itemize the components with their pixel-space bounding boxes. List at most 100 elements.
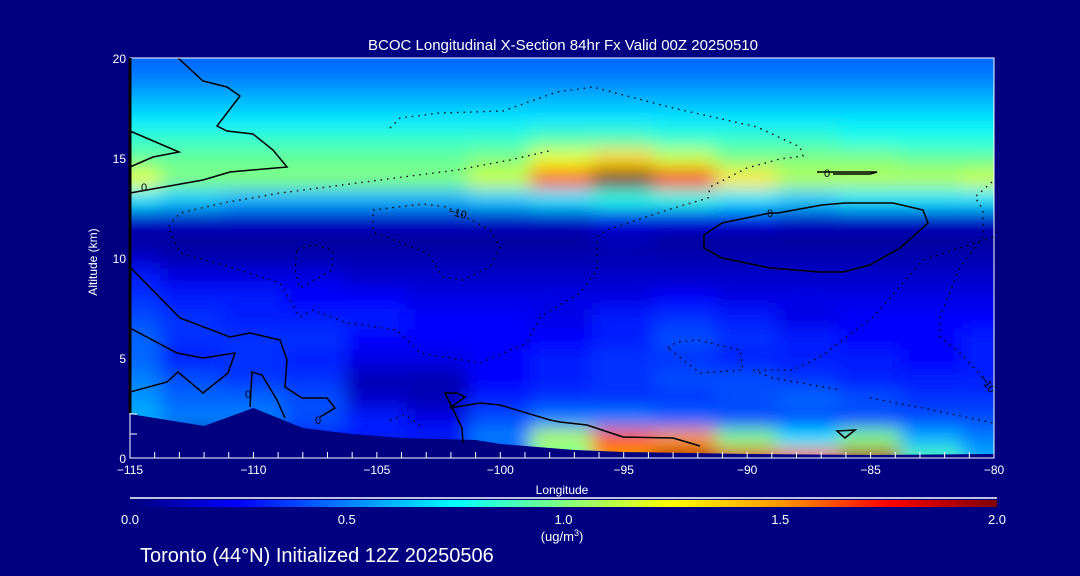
heatmap-cell <box>530 407 594 429</box>
heatmap-cell <box>653 87 718 109</box>
heatmap-cell <box>962 187 994 209</box>
heatmap-cell <box>468 107 533 129</box>
heatmap-cell <box>838 167 903 189</box>
heatmap-cell <box>283 267 347 289</box>
heatmap-cell <box>777 387 841 409</box>
heatmap-cell <box>406 347 471 369</box>
heatmap-cell <box>530 327 594 349</box>
heatmap-cell <box>777 447 841 458</box>
heatmap-cell <box>962 127 994 149</box>
heatmap-cell <box>159 267 224 289</box>
heatmap-cell <box>838 207 903 229</box>
heatmap-cell <box>900 347 965 369</box>
heatmap-cell <box>715 267 779 289</box>
heatmap-cell <box>345 127 409 149</box>
heatmap-cell <box>777 58 841 69</box>
heatmap-cell <box>777 67 841 89</box>
colorbar-ticks: 0.0 0.5 1.0 1.5 2.0 <box>121 512 1006 527</box>
heatmap-cell <box>159 127 224 149</box>
heatmap-cell <box>838 187 903 209</box>
heatmap-cell <box>900 107 965 129</box>
heatmap-cell <box>591 287 656 309</box>
heatmap-cell <box>530 347 594 369</box>
heatmap-cell <box>159 367 224 389</box>
heatmap-cell <box>406 107 471 129</box>
heatmap-cell <box>130 267 162 289</box>
heatmap-cell <box>130 67 162 89</box>
heatmap-cell <box>715 407 779 429</box>
heatmap-cell <box>221 267 286 289</box>
heatmap-cell <box>777 367 841 389</box>
heatmap-cell <box>530 267 594 289</box>
heatmap-cell <box>653 267 718 289</box>
heatmap-cell <box>591 407 656 429</box>
heatmap-cell <box>345 187 409 209</box>
heatmap-cell <box>715 387 779 409</box>
heatmap-cell <box>653 167 718 189</box>
heatmap-cell <box>962 207 994 229</box>
terrain-mask <box>130 408 994 458</box>
heatmap-field <box>130 58 994 458</box>
x-tick-label: −105 <box>363 463 390 477</box>
heatmap-cell <box>468 127 533 149</box>
y-tick-label: 20 <box>113 52 127 66</box>
heatmap-cell <box>530 147 594 169</box>
heatmap-cell <box>159 327 224 349</box>
heatmap-cell <box>715 227 779 249</box>
heatmap-cell <box>653 207 718 229</box>
heatmap-cell <box>130 207 162 229</box>
heatmap-cell <box>406 67 471 89</box>
heatmap-cell <box>900 407 965 429</box>
heatmap-cell <box>900 87 965 109</box>
heatmap-cell <box>591 247 656 269</box>
heatmap-cell <box>777 407 841 429</box>
heatmap-cell <box>221 307 286 329</box>
heatmap-cell <box>221 107 286 129</box>
heatmap-cell <box>962 267 994 289</box>
heatmap-cell <box>530 227 594 249</box>
heatmap-cell <box>715 367 779 389</box>
heatmap-cell <box>130 87 162 109</box>
heatmap-cell <box>530 187 594 209</box>
heatmap-cell <box>283 227 347 249</box>
x-tick-label: −80 <box>984 463 1005 477</box>
heatmap-cell <box>159 207 224 229</box>
heatmap-cell <box>530 387 594 409</box>
heatmap-cell <box>406 247 471 269</box>
heatmap-cell <box>591 107 656 129</box>
heatmap-cell <box>653 147 718 169</box>
heatmap-cell <box>159 147 224 169</box>
heatmap-cell <box>653 247 718 269</box>
heatmap-cell <box>838 287 903 309</box>
heatmap-cell <box>962 227 994 249</box>
heatmap-cell <box>468 147 533 169</box>
heatmap-cell <box>900 447 965 458</box>
contour-solid <box>130 130 182 168</box>
heatmap-cell <box>715 187 779 209</box>
heatmap-cell <box>900 287 965 309</box>
heatmap-cell <box>221 147 286 169</box>
heatmap-cell <box>900 167 965 189</box>
heatmap-cell <box>715 287 779 309</box>
heatmap-cell <box>591 267 656 289</box>
heatmap-cell <box>900 187 965 209</box>
heatmap-cell <box>777 327 841 349</box>
heatmap-cell <box>777 167 841 189</box>
colorbar-tick-label: 0.0 <box>121 512 139 527</box>
heatmap-cell <box>900 58 965 69</box>
heatmap-cell <box>130 287 162 309</box>
colorbar-tick-label: 1.0 <box>554 512 572 527</box>
heatmap-cell <box>653 427 718 449</box>
heatmap-cell <box>715 347 779 369</box>
heatmap-cell <box>345 67 409 89</box>
heatmap-cell <box>900 327 965 349</box>
heatmap-cell <box>838 347 903 369</box>
heatmap-cell <box>406 227 471 249</box>
contour-solid <box>130 58 289 194</box>
heatmap-cell <box>715 327 779 349</box>
heatmap-cell <box>406 267 471 289</box>
heatmap-cell <box>283 58 347 69</box>
heatmap-cell <box>777 427 841 449</box>
heatmap-cell <box>900 67 965 89</box>
heatmap-cell <box>221 87 286 109</box>
